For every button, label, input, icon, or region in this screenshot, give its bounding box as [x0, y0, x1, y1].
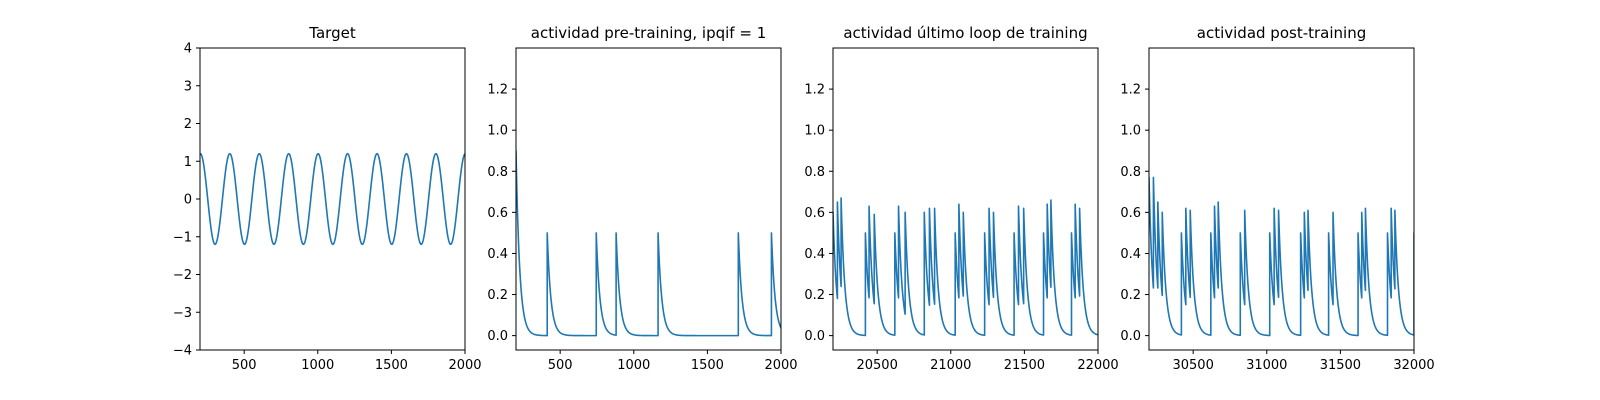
y-tick-label: 1.0 — [804, 124, 825, 139]
axes-frame — [199, 47, 466, 351]
y-tick-label: 2 — [184, 117, 192, 132]
y-tick-label: 0.4 — [1120, 247, 1141, 262]
y-tick-label: 4 — [184, 42, 192, 57]
y-tick-label: 0.8 — [487, 165, 508, 180]
series-line — [516, 149, 781, 337]
x-tick-label: 21000 — [930, 358, 971, 373]
subplot-title: actividad pre-training, ipqif = 1 — [531, 24, 767, 42]
axes-frame — [832, 47, 1099, 351]
y-tick-label: 1.2 — [487, 83, 508, 98]
x-tick-label: 2000 — [764, 358, 797, 373]
y-tick-label: 0.8 — [1120, 165, 1141, 180]
subplot-title: Target — [308, 24, 356, 42]
x-tick-label: 31500 — [1320, 358, 1361, 373]
series-line — [833, 197, 1098, 337]
axes-frame — [515, 47, 782, 351]
y-tick-label: 3 — [184, 79, 192, 94]
x-tick-label: 20500 — [856, 358, 897, 373]
y-tick-label: −3 — [173, 306, 192, 321]
y-tick-label: 0.2 — [487, 288, 508, 303]
series-line — [1149, 176, 1414, 337]
y-tick-label: 1.2 — [1120, 83, 1141, 98]
y-tick-label: −4 — [173, 344, 192, 359]
y-tick-label: 1.0 — [1120, 124, 1141, 139]
y-tick-label: 0.6 — [804, 206, 825, 221]
subplot-1: Target 500 1000 1500 2000 −4 −3 −2 −1 0 1 2 3 4 — [173, 24, 482, 373]
x-tick-label: 500 — [232, 358, 257, 373]
axes-frame — [1148, 47, 1415, 351]
y-tick-label: 0.2 — [1120, 288, 1141, 303]
y-tick-label: 0.6 — [1120, 206, 1141, 221]
x-tick-label: 32000 — [1393, 358, 1434, 373]
y-tick-label: 1 — [184, 155, 192, 170]
y-tick-label: 0.8 — [804, 165, 825, 180]
y-tick-label: 0.0 — [804, 329, 825, 344]
y-tick-label: 1.0 — [487, 124, 508, 139]
x-tick-label: 500 — [548, 358, 573, 373]
subplot-3: actividad último loop de training 20500 21… — [804, 24, 1118, 373]
x-tick-label: 1500 — [691, 358, 724, 373]
y-tick-label: −2 — [173, 268, 192, 283]
subplot-title: actividad último loop de training — [843, 24, 1087, 42]
y-tick-label: −1 — [173, 230, 192, 245]
series-line — [200, 152, 465, 246]
x-tick-label: 1500 — [375, 358, 408, 373]
y-tick-label: 0.4 — [487, 247, 508, 262]
y-tick-label: 0 — [184, 193, 192, 208]
subplot-title: actividad post-training — [1197, 24, 1366, 42]
y-tick-label: 0.0 — [1120, 329, 1141, 344]
y-tick-label: 0.4 — [804, 247, 825, 262]
x-tick-label: 1000 — [301, 358, 334, 373]
x-tick-label: 30500 — [1172, 358, 1213, 373]
subplot-4: actividad post-training 30500 31000 31500 32… — [1120, 24, 1434, 373]
y-tick-label: 0.6 — [487, 206, 508, 221]
subplot-2: actividad pre-training, ipqif = 1 500 1000… — [487, 24, 797, 373]
x-tick-label: 31000 — [1246, 358, 1287, 373]
y-tick-label: 0.0 — [487, 329, 508, 344]
x-tick-label: 2000 — [448, 358, 481, 373]
x-tick-label: 22000 — [1077, 358, 1118, 373]
y-tick-label: 0.2 — [804, 288, 825, 303]
x-tick-label: 21500 — [1004, 358, 1045, 373]
x-tick-label: 1000 — [617, 358, 650, 373]
y-tick-label: 1.2 — [804, 83, 825, 98]
